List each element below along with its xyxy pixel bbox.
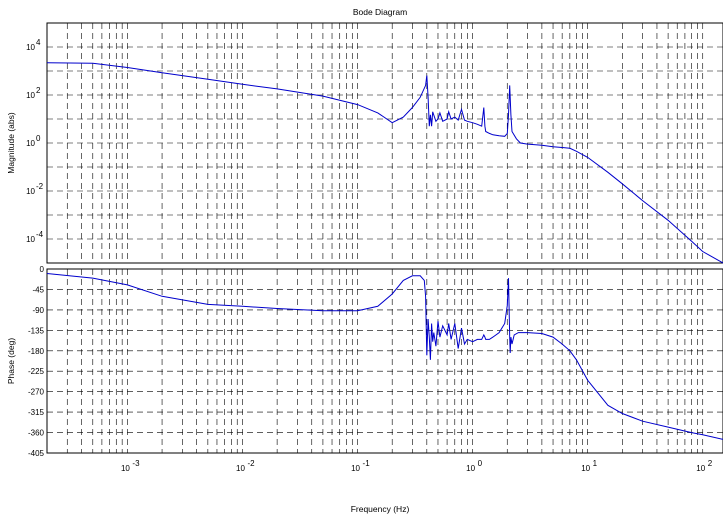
phase-ylabel: Phase (deg): [6, 338, 16, 384]
magnitude-ytick-label: 10: [26, 235, 35, 244]
x-tick-label: 10: [236, 464, 245, 473]
magnitude-grid: [46, 22, 723, 264]
phase-ytick-label: -225: [28, 367, 45, 376]
magnitude-ytick-exponent: -4: [36, 230, 44, 239]
x-tick-label: 10: [581, 464, 590, 473]
phase-ytick-label: -405: [28, 449, 45, 458]
phase-ytick-label: -135: [28, 326, 45, 335]
phase-ytick-labels: 0 -45 -90 -135 -180 -225 -270 -315 -360 -405: [28, 265, 45, 458]
magnitude-ytick-exponent: 2: [36, 86, 41, 95]
phase-axes: [46, 268, 723, 454]
x-tick-exponent: -3: [132, 459, 140, 468]
magnitude-ytick-exponent: -2: [36, 182, 44, 191]
x-tick-label: 10: [466, 464, 475, 473]
magnitude-ytick-exponent: 0: [36, 134, 41, 143]
chart-title: Bode Diagram: [353, 7, 407, 17]
phase-ytick-label: -315: [28, 408, 45, 417]
magnitude-ytick-label: 10: [26, 139, 35, 148]
phase-ytick-label: -90: [32, 306, 44, 315]
x-tick-exponent: 1: [593, 459, 598, 468]
phase-ytick-label: -45: [32, 285, 44, 294]
x-tick-label: 10: [696, 464, 705, 473]
x-tick-exponent: -1: [363, 459, 371, 468]
x-tick-exponent: -2: [247, 459, 255, 468]
magnitude-ytick-exponent: 4: [36, 38, 41, 47]
phase-grid: [46, 268, 723, 454]
magnitude-ytick-label: 10: [26, 187, 35, 196]
phase-ytick-label: -270: [28, 388, 45, 397]
x-tick-exponent: 2: [708, 459, 713, 468]
x-tick-label: 10: [121, 464, 130, 473]
magnitude-ytick-label: 10: [26, 43, 35, 52]
magnitude-axes: [46, 22, 723, 264]
phase-ytick-label: -180: [28, 347, 45, 356]
phase-ytick-label: 0: [40, 265, 45, 274]
phase-series-line: [46, 273, 723, 440]
x-axis-label: Frequency (Hz): [351, 504, 410, 514]
phase-ytick-label: -360: [28, 429, 45, 438]
magnitude-ytick-label: 10: [26, 91, 35, 100]
x-tick-label: 10: [351, 464, 360, 473]
x-tick-exponent: 0: [478, 459, 483, 468]
magnitude-ylabel: Magnitude (abs): [6, 112, 16, 174]
magnitude-series-line: [46, 62, 723, 264]
